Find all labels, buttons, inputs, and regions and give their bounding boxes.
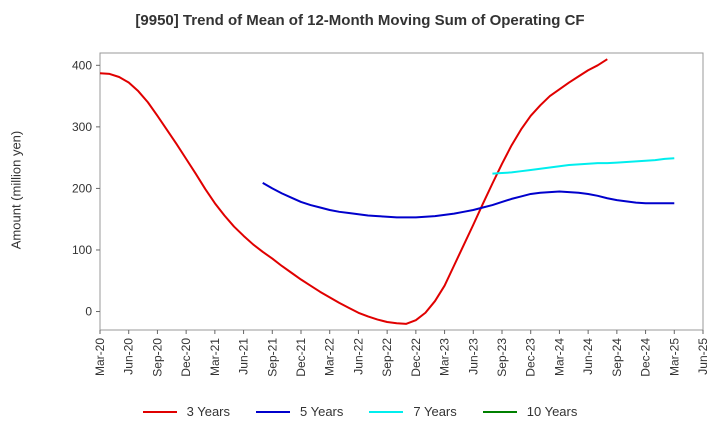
- x-tick-label: Mar-21: [208, 338, 222, 376]
- legend-item-3-years: 3 Years: [142, 404, 230, 419]
- series-line-3-years: [99, 58, 608, 325]
- x-tick-label: Sep-20: [150, 338, 164, 377]
- x-tick-label: Mar-24: [552, 338, 566, 376]
- y-tick-label: 300: [72, 120, 92, 134]
- x-tick-label: Mar-22: [323, 338, 337, 376]
- series-line-5-years: [262, 182, 675, 219]
- legend-item-5-years: 5 Years: [256, 404, 343, 419]
- legend-swatch: [256, 410, 290, 413]
- x-tick-label: Jun-23: [466, 338, 480, 375]
- legend-swatch: [482, 410, 517, 413]
- x-tick-label: Jun-20: [122, 338, 136, 375]
- legend-label: 5 Years: [300, 404, 344, 419]
- axes: [96, 52, 704, 334]
- plot-area: [99, 52, 704, 331]
- legend-item-7-years: 7 Years: [369, 404, 457, 419]
- legend-label: 3 Years: [186, 404, 230, 419]
- x-tick-label: Sep-22: [380, 338, 394, 377]
- y-tick-label: 0: [85, 305, 92, 319]
- legend: 3 Years 5 Years 7 Years 10 Years: [0, 404, 720, 419]
- x-tick-label: Mar-25: [667, 338, 681, 376]
- x-tick-label: Jun-21: [237, 338, 251, 375]
- x-tick-label: Sep-21: [265, 338, 279, 377]
- x-tick-label: Jun-24: [581, 338, 595, 375]
- legend-swatch: [369, 410, 404, 413]
- series-lines: [99, 58, 675, 325]
- series-line-7-years: [492, 157, 675, 175]
- chart-title: [9950] Trend of Mean of 12-Month Moving …: [135, 12, 585, 29]
- tick-labels: 0 100 200 300 400 Mar-20 Jun-20 Sep-20 Dec-20 Mar…: [72, 58, 710, 376]
- x-tick-label: Dec-23: [524, 338, 538, 377]
- x-tick-label: Dec-24: [639, 338, 653, 377]
- legend-label: 7 Years: [413, 404, 457, 419]
- y-tick-label: 400: [72, 58, 92, 72]
- y-tick-label: 100: [72, 243, 92, 257]
- x-tick-label: Jun-22: [351, 338, 365, 375]
- x-tick-label: Dec-21: [294, 338, 308, 377]
- y-tick-label: 200: [72, 181, 92, 195]
- legend-item-10-years: 10 Years: [482, 404, 578, 419]
- legend-swatch: [142, 410, 177, 413]
- x-tick-label: Mar-23: [438, 338, 452, 376]
- legend-label: 10 Years: [526, 404, 578, 419]
- x-tick-label: Dec-20: [179, 338, 193, 377]
- x-tick-label: Sep-23: [495, 338, 509, 377]
- x-tick-label: Sep-24: [610, 338, 624, 377]
- x-tick-label: Dec-22: [409, 338, 423, 377]
- x-tick-label: Jun-25: [696, 338, 710, 375]
- x-tick-label: Mar-20: [93, 338, 107, 376]
